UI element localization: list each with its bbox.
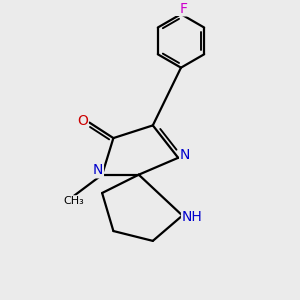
Text: N: N <box>180 148 190 162</box>
Text: F: F <box>180 2 188 16</box>
Text: O: O <box>77 114 88 128</box>
Text: NH: NH <box>182 210 202 224</box>
Text: N: N <box>93 164 103 178</box>
Text: CH₃: CH₃ <box>64 196 84 206</box>
